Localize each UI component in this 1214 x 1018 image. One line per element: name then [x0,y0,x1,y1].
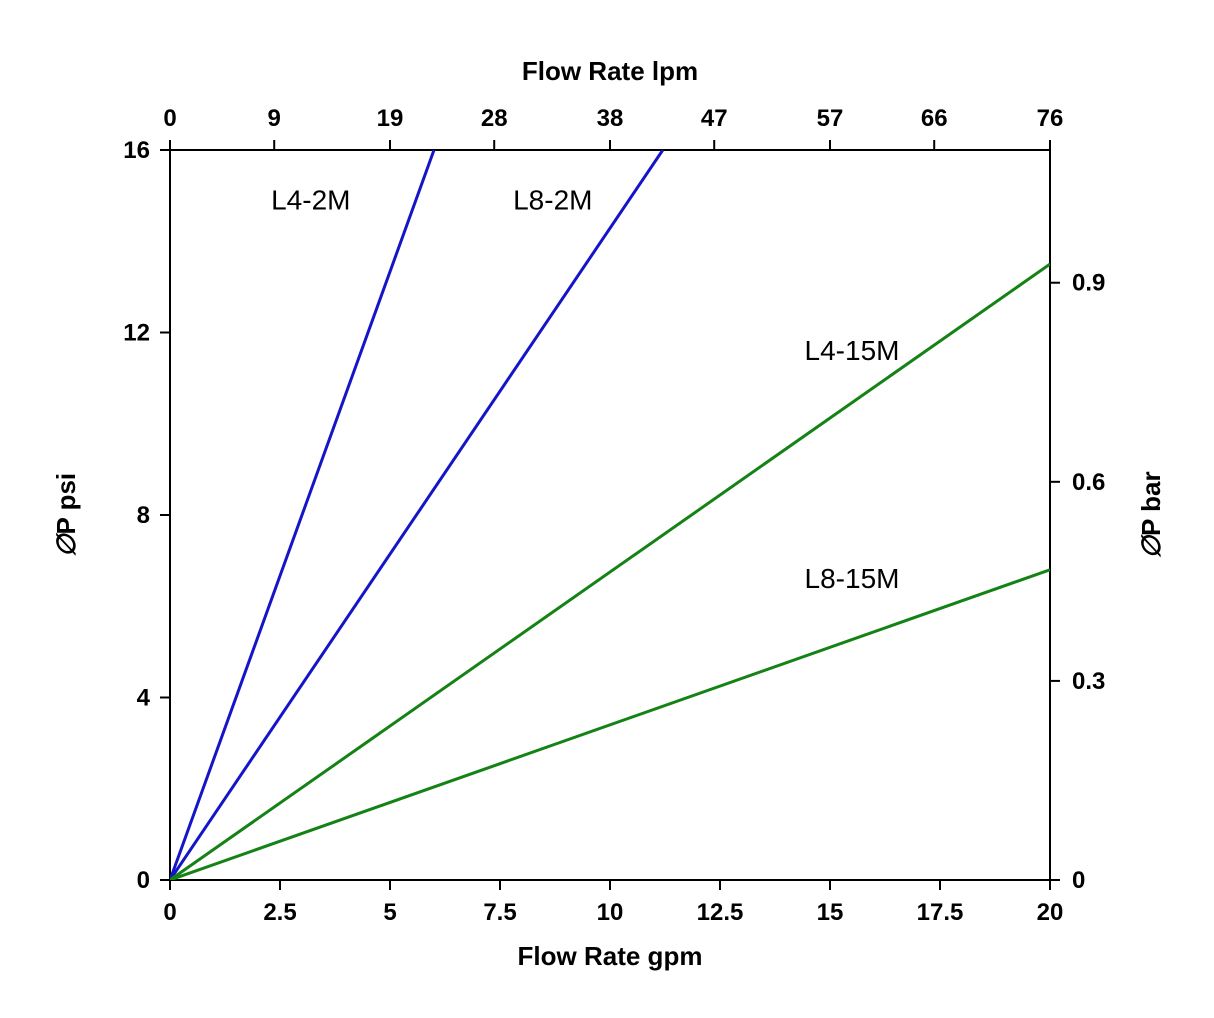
series-label-L8-15M: L8-15M [805,563,900,594]
x-axis-top-ticks: 0 9 19 28 38 47 57 66 76 [163,105,1063,150]
x-bottom-tick-label: 10 [597,899,624,926]
x-top-tick-label: 66 [921,105,948,132]
y-left-tick-label: 4 [137,685,151,712]
y-left-tick-label: 0 [137,867,150,894]
x-bottom-tick-label: 15 [817,899,844,926]
y-left-tick-label: 12 [123,320,150,347]
series-lines [170,150,1050,880]
x-axis-bottom-label: Flow Rate gpm [518,941,703,971]
x-top-tick-label: 9 [268,105,281,132]
y-axis-left-ticks: 0 4 8 12 16 [123,137,170,894]
series-line-L8-15M [170,570,1050,880]
x-top-tick-label: 38 [597,105,624,132]
x-bottom-tick-label: 17.5 [917,899,964,926]
x-bottom-tick-label: 5 [383,899,396,926]
x-bottom-tick-label: 12.5 [697,899,744,926]
series-line-L8-2M [170,150,663,880]
y-left-tick-label: 8 [137,502,150,529]
x-bottom-tick-label: 2.5 [263,899,296,926]
series-line-L4-2M [170,150,434,880]
series-label-L4-15M: L4-15M [805,335,900,366]
y-axis-right-label: ∅P bar [1136,471,1166,558]
series-labels: L4-2M L8-2M L4-15M L8-15M [271,184,899,594]
chart-container: 02.557.51012.51517.520 0919283847576676 … [0,0,1214,1018]
series-label-L8-2M: L8-2M [513,184,592,215]
y-right-tick-label: 0.3 [1072,668,1105,695]
x-top-tick-label: 47 [701,105,728,132]
pressure-flow-chart: 02.557.51012.51517.520 0919283847576676 … [0,0,1214,1018]
y-axis-right-ticks: 0 0.3 0.6 0.9 [1050,270,1105,894]
x-top-tick-label: 28 [481,105,508,132]
x-top-tick-label: 19 [377,105,404,132]
y-right-tick-label: 0.6 [1072,469,1105,496]
y-right-tick-label: 0 [1072,867,1085,894]
x-top-tick-label: 0 [163,105,176,132]
series-line-L4-15M [170,264,1050,880]
x-top-tick-label: 57 [817,105,844,132]
x-bottom-tick-label: 20 [1037,899,1064,926]
x-bottom-tick-label: 0 [163,899,176,926]
y-right-tick-label: 0.9 [1072,270,1105,297]
x-axis-top-label: Flow Rate lpm [522,56,698,86]
x-bottom-tick-label: 7.5 [483,899,516,926]
x-top-tick-label: 76 [1037,105,1064,132]
y-left-tick-label: 16 [123,137,150,164]
x-axis-bottom-ticks: 0 2.5 5 7.5 10 12.5 15 17.5 20 [163,880,1063,926]
series-label-L4-2M: L4-2M [271,184,350,215]
y-axis-left-label: ∅P psi [51,473,81,557]
